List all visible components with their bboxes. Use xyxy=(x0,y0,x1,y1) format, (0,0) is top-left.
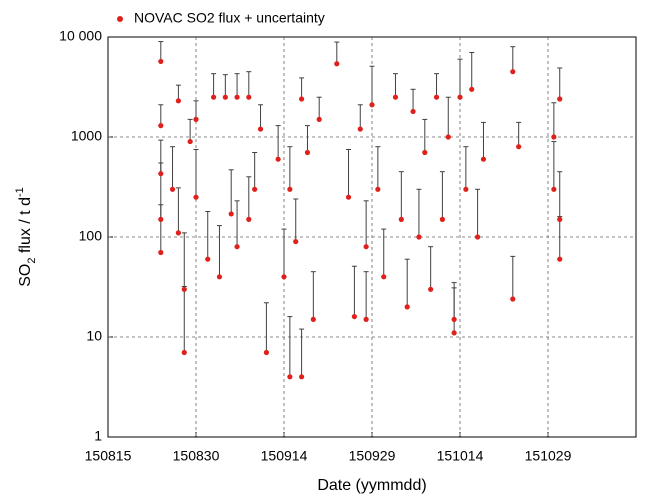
data-point xyxy=(363,316,369,322)
data-point xyxy=(257,126,264,132)
y-tick-label: 100 xyxy=(79,228,103,244)
data-point xyxy=(310,316,316,322)
data-point xyxy=(381,274,387,280)
data-point xyxy=(557,216,563,222)
x-tick-label: 150914 xyxy=(261,448,308,464)
data-point xyxy=(557,256,563,262)
data-point xyxy=(404,304,410,310)
data-point xyxy=(392,94,399,100)
data-point xyxy=(181,286,187,292)
data-point xyxy=(275,156,281,162)
y-tick-label: 1 xyxy=(94,428,102,444)
data-point xyxy=(211,94,217,100)
y-axis-label: SO2 flux / t d-1 xyxy=(14,187,38,287)
data-point xyxy=(516,144,522,150)
data-point xyxy=(422,149,428,156)
y-tick-label: 10 000 xyxy=(59,28,102,44)
data-point xyxy=(193,116,199,122)
data-point xyxy=(299,96,305,102)
data-point xyxy=(369,102,375,108)
data-point xyxy=(345,194,352,200)
data-point xyxy=(445,134,451,140)
data-point xyxy=(158,58,164,65)
data-point xyxy=(363,244,369,250)
data-point xyxy=(416,234,422,240)
data-point xyxy=(299,374,305,380)
data-point xyxy=(480,156,487,162)
data-point xyxy=(463,186,469,192)
x-tick-label: 150830 xyxy=(173,448,220,464)
data-point xyxy=(351,313,357,320)
data-point xyxy=(252,186,258,192)
data-point xyxy=(469,86,475,92)
data-point xyxy=(433,94,440,100)
data-point xyxy=(158,171,164,177)
data-point xyxy=(281,274,287,280)
data-point xyxy=(234,244,240,250)
data-point xyxy=(557,96,563,102)
data-point xyxy=(169,186,176,192)
data-point xyxy=(398,216,404,222)
data-point xyxy=(375,186,381,192)
data-point xyxy=(428,286,434,292)
data-point xyxy=(510,69,516,75)
data-point xyxy=(287,374,293,380)
data-point xyxy=(410,108,416,115)
y-tick-label: 10 xyxy=(86,328,102,344)
data-point xyxy=(181,349,187,356)
legend-label: NOVAC SO2 flux + uncertainty xyxy=(134,10,325,26)
data-point xyxy=(158,216,164,222)
x-tick-label: 150815 xyxy=(85,448,132,464)
data-point xyxy=(293,238,299,245)
data-point xyxy=(510,296,516,302)
data-point xyxy=(222,94,228,100)
x-axis-label: Date (yymmdd) xyxy=(317,477,426,494)
data-point xyxy=(334,61,340,67)
data-point xyxy=(357,126,363,132)
data-point xyxy=(451,316,457,322)
data-point xyxy=(193,194,199,200)
data-point xyxy=(316,116,322,122)
data-point xyxy=(475,234,481,240)
data-point xyxy=(234,94,240,100)
data-point xyxy=(175,98,181,104)
data-point xyxy=(158,123,164,129)
data-point xyxy=(175,230,181,236)
data-point xyxy=(287,186,293,192)
legend-marker xyxy=(117,16,123,22)
data-point xyxy=(457,94,463,100)
data-point xyxy=(246,216,252,222)
x-tick-label: 150929 xyxy=(349,448,396,464)
data-point xyxy=(451,330,457,336)
data-point xyxy=(246,94,252,100)
data-point xyxy=(158,249,164,256)
data-point xyxy=(439,216,445,222)
data-point xyxy=(187,138,193,145)
data-point xyxy=(205,256,211,262)
data-point xyxy=(304,149,311,156)
data-point xyxy=(551,186,557,192)
data-point xyxy=(263,349,269,356)
data-point xyxy=(551,134,557,140)
data-point xyxy=(216,274,223,280)
data-point xyxy=(228,211,234,217)
y-tick-label: 1000 xyxy=(71,128,102,144)
x-tick-label: 151014 xyxy=(437,448,484,464)
x-tick-label: 151029 xyxy=(525,448,572,464)
